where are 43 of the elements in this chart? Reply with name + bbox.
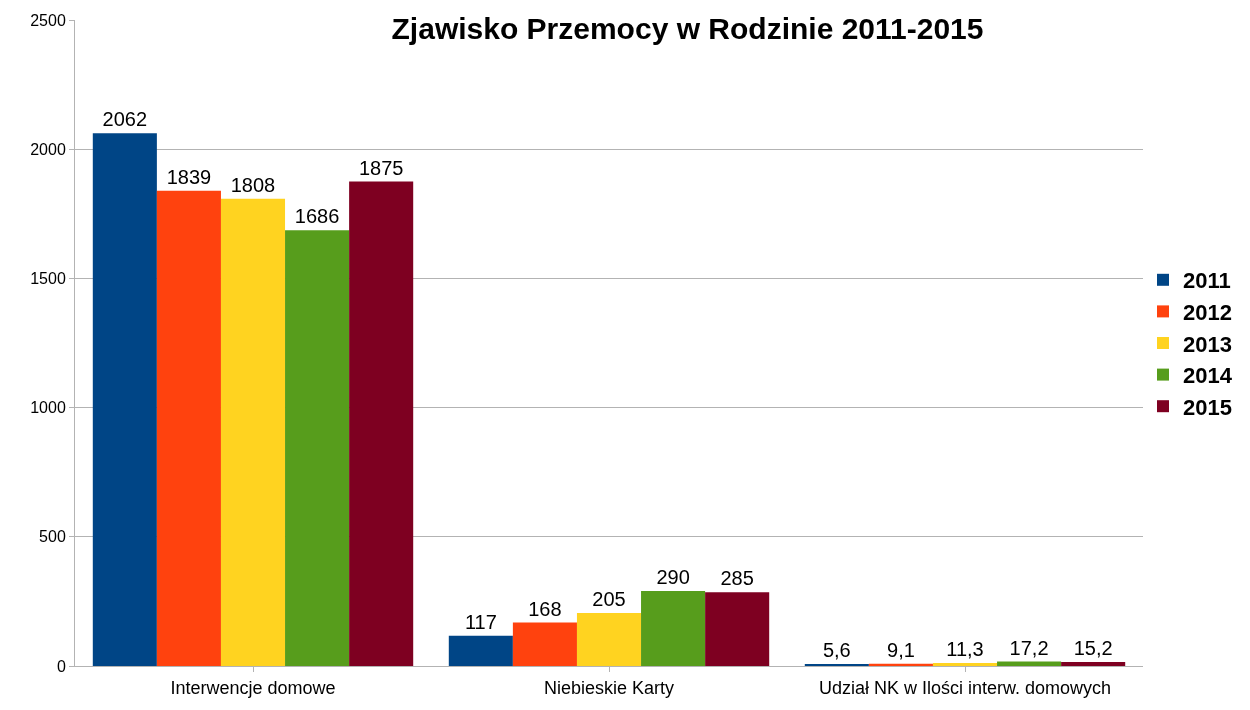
x-tick-label: Interwencje domowe: [170, 677, 336, 698]
bar: [997, 661, 1062, 666]
data-label: 1808: [230, 173, 276, 196]
bar: [349, 181, 414, 666]
x-tick-label: Niebieskie Karty: [543, 677, 675, 698]
y-tick-label: 2000: [30, 140, 66, 158]
data-label: 15,2: [1073, 637, 1113, 660]
chart-title: Zjawisko Przemocy w Rodzinie 2011-2015: [391, 11, 984, 45]
data-label: 205: [592, 588, 626, 611]
bar: [448, 635, 513, 666]
bar: [1061, 662, 1126, 666]
legend-label: 2015: [1183, 394, 1232, 420]
y-tick-label: 500: [39, 528, 66, 546]
bar: [576, 613, 642, 666]
data-label: 290: [656, 566, 690, 589]
data-label: 285: [720, 567, 754, 590]
legend-label: 2011: [1183, 268, 1231, 294]
bar: [641, 591, 706, 666]
data-label: 1686: [294, 205, 340, 228]
data-label: 9,1: [887, 638, 915, 661]
bar: [512, 622, 577, 666]
y-tick-label: 1000: [30, 399, 66, 417]
bar: [285, 230, 350, 666]
y-tick-label: 0: [56, 657, 66, 675]
data-label: 17,2: [1009, 636, 1049, 659]
x-tick-label: Udział NK w Ilości interw. domowych: [818, 677, 1112, 698]
legend-label: 2012: [1183, 299, 1232, 325]
data-label: 2062: [102, 108, 148, 131]
legend-label: 2013: [1183, 331, 1232, 357]
bar: [705, 592, 770, 666]
data-label: 1875: [358, 156, 404, 179]
y-tick-label: 2500: [30, 11, 66, 29]
data-label: 11,3: [946, 638, 984, 661]
data-label: 1839: [166, 165, 212, 188]
data-label: 117: [464, 610, 497, 633]
legend-label: 2014: [1183, 363, 1233, 389]
y-tick-label: 1500: [30, 270, 66, 287]
bar: [932, 663, 998, 666]
bar: [92, 133, 157, 666]
bar: [156, 190, 221, 666]
data-label: 168: [528, 597, 562, 620]
data-label: 5,6: [822, 639, 851, 661]
bar: [220, 198, 286, 666]
